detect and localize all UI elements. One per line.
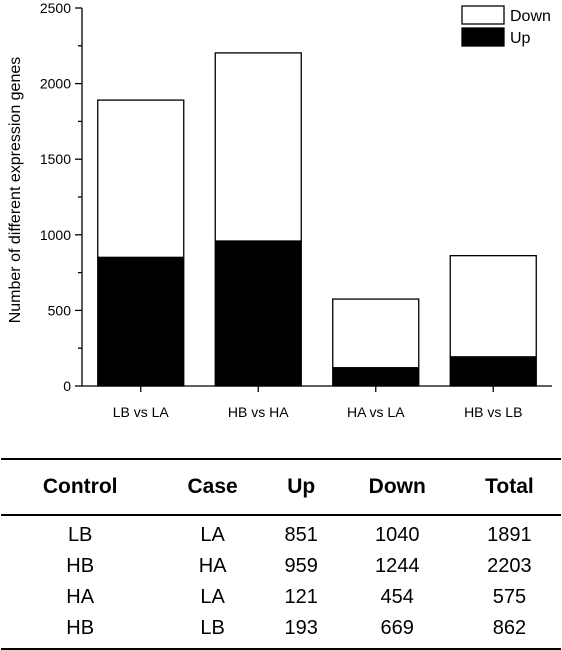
header-total: Total [485, 475, 534, 498]
y-tick-label: 2000 [40, 76, 71, 92]
header-case: Case [187, 475, 238, 498]
bar-down-2 [214, 52, 302, 242]
axes-group: LB vs LA HB vs HA HA vs LA HB vs LB 0 500 1000… [40, 0, 552, 420]
y-axis-title: Number of different expression genes [7, 57, 24, 324]
bars-group [97, 52, 537, 387]
bar-down-4 [449, 255, 537, 358]
cell-total: 1891 [487, 524, 532, 546]
cell-case: HA [198, 555, 227, 577]
table-row: HB LB 193 669 862 [1, 613, 561, 649]
cell-down: 669 [380, 617, 414, 639]
cell-down: 1040 [374, 524, 420, 546]
cell-control: HB [66, 555, 95, 577]
legend: Down Up [461, 5, 551, 47]
summary-table: Control Case Up Down Total LB LA 851 104… [1, 458, 561, 650]
cell-case: LA [200, 524, 225, 546]
cell-total: 862 [492, 617, 527, 639]
y-tick-label: 1500 [40, 151, 71, 167]
table-row: HA LA 121 454 575 [1, 582, 561, 613]
cell-control: HB [66, 617, 95, 639]
y-tick-label: 2500 [40, 0, 71, 16]
x-tick-label: LB vs LA [113, 404, 170, 420]
legend-swatch-up [461, 27, 505, 47]
cell-up: 193 [284, 617, 318, 639]
bar-down-1 [97, 99, 185, 258]
cell-control: HA [66, 586, 95, 608]
bar-up-1 [97, 256, 185, 387]
legend-label-up: Up [510, 30, 531, 47]
header-down: Down [368, 475, 426, 498]
bar-up-3 [332, 367, 420, 387]
y-tick-label: 500 [48, 302, 72, 318]
y-tick-label: 0 [63, 378, 71, 394]
cell-case: LB [200, 617, 225, 639]
header-control: Control [42, 475, 118, 498]
table-row: HB HA 959 1244 2203 [1, 551, 561, 582]
y-tick-label: 1000 [40, 227, 71, 243]
cell-total: 575 [492, 586, 527, 608]
legend-label-down: Down [510, 8, 551, 25]
cell-control: LB [67, 524, 93, 546]
x-tick-label: HA vs LA [347, 404, 405, 420]
table-header-row: Control Case Up Down Total [1, 459, 561, 515]
cell-up: 851 [284, 524, 318, 546]
cell-total: 2203 [487, 555, 532, 577]
cell-down: 1244 [374, 555, 420, 577]
cell-up: 121 [284, 586, 318, 608]
x-tick-label: HB vs HA [228, 404, 289, 420]
bar-down-3 [332, 298, 420, 369]
x-tick-label: HB vs LB [464, 404, 522, 420]
stacked-bar-chart: Number of different expression genes LB … [7, 0, 552, 420]
summary-table-wrapper: Control Case Up Down Total LB LA 851 104… [0, 458, 562, 650]
cell-down: 454 [380, 586, 414, 608]
bar-up-4 [449, 356, 537, 387]
table-row: LB LA 851 1040 1891 [1, 515, 561, 551]
legend-swatch-down [461, 5, 505, 25]
cell-up: 959 [284, 555, 318, 577]
bar-up-2 [214, 240, 302, 387]
header-up: Up [287, 475, 316, 498]
cell-case: LA [200, 586, 225, 608]
